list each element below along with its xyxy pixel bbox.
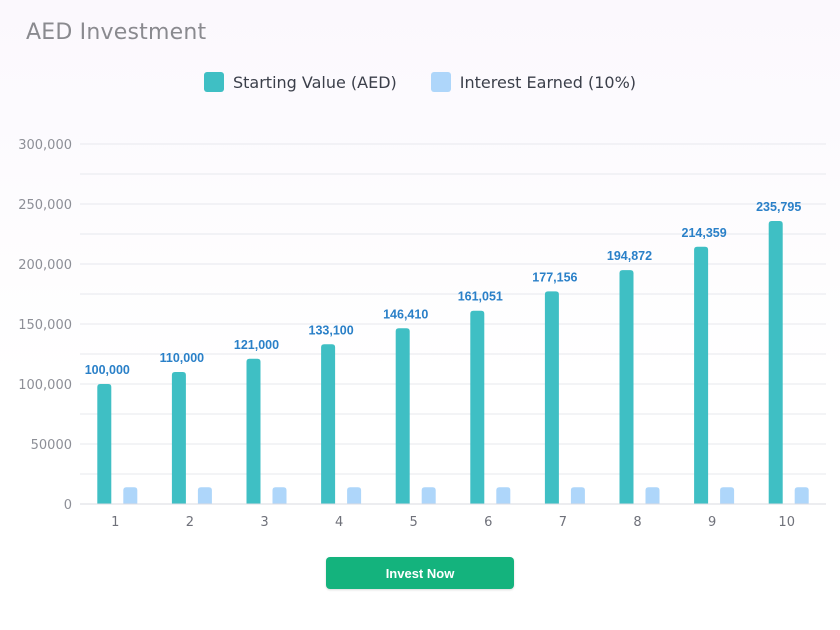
x-tick-label: 7 [559, 515, 567, 530]
x-tick-label: 2 [186, 515, 194, 530]
bar-interest-earned [720, 487, 735, 504]
data-label: 110,000 [160, 351, 205, 365]
bar-starting-value [619, 270, 634, 504]
bar-interest-earned [496, 487, 511, 504]
y-tick-label: 300,000 [18, 138, 72, 153]
bar-starting-value [321, 344, 336, 504]
bar-starting-value [470, 310, 485, 504]
x-tick-label: 6 [484, 515, 492, 530]
bar-interest-earned [421, 487, 436, 504]
data-label: 146,410 [383, 307, 428, 321]
y-tick-label: 250,000 [18, 198, 72, 213]
data-label: 133,100 [309, 323, 354, 337]
data-label: 235,795 [756, 200, 801, 214]
data-label: 214,359 [682, 226, 727, 240]
y-tick-label: 100,000 [18, 378, 72, 393]
x-tick-label: 4 [335, 515, 343, 530]
data-label: 161,051 [458, 290, 503, 304]
bar-starting-value [768, 221, 783, 504]
bar-interest-earned [197, 487, 212, 504]
bar-starting-value [395, 328, 410, 504]
legend-item-starting-value[interactable]: Starting Value (AED) [203, 72, 397, 92]
bar-interest-earned [347, 487, 362, 504]
bar-starting-value [544, 291, 559, 504]
legend-swatch-starting-value [203, 72, 224, 92]
chart-title: AED Investment [26, 20, 207, 45]
invest-now-button[interactable]: Invest Now [326, 557, 514, 589]
y-tick-label: 50000 [31, 438, 72, 453]
legend-item-interest-earned[interactable]: Interest Earned (10%) [430, 72, 637, 92]
y-tick-label: 0 [64, 498, 72, 513]
data-label: 177,156 [532, 270, 577, 284]
x-tick-label: 5 [410, 515, 418, 530]
bar-interest-earned [645, 487, 660, 504]
x-tick-label: 10 [778, 515, 795, 530]
data-label: 194,872 [607, 249, 652, 263]
bar-interest-earned [794, 487, 809, 504]
bar-interest-earned [570, 487, 585, 504]
bar-interest-earned [272, 487, 287, 504]
legend-label-interest-earned: Interest Earned (10%) [459, 72, 637, 92]
data-label: 100,000 [85, 363, 130, 377]
x-tick-label: 8 [633, 515, 641, 530]
legend-swatch-interest-earned [430, 72, 451, 92]
y-tick-label: 200,000 [18, 258, 72, 273]
data-label: 121,000 [234, 338, 279, 352]
bar-starting-value [246, 358, 261, 504]
x-tick-label: 9 [708, 515, 716, 530]
legend: Starting Value (AED) Interest Earned (10… [0, 72, 840, 92]
bar-starting-value [694, 246, 709, 504]
bar-starting-value [97, 384, 112, 504]
y-tick-label: 150,000 [18, 318, 72, 333]
x-tick-label: 1 [111, 515, 119, 530]
x-tick-label: 3 [260, 515, 268, 530]
legend-label-starting-value: Starting Value (AED) [232, 72, 397, 92]
bar-interest-earned [123, 487, 138, 504]
bar-chart: 0 50000 100,000 150,000 200,000 250,000 300,00… [18, 138, 826, 530]
bar-starting-value [171, 372, 186, 504]
